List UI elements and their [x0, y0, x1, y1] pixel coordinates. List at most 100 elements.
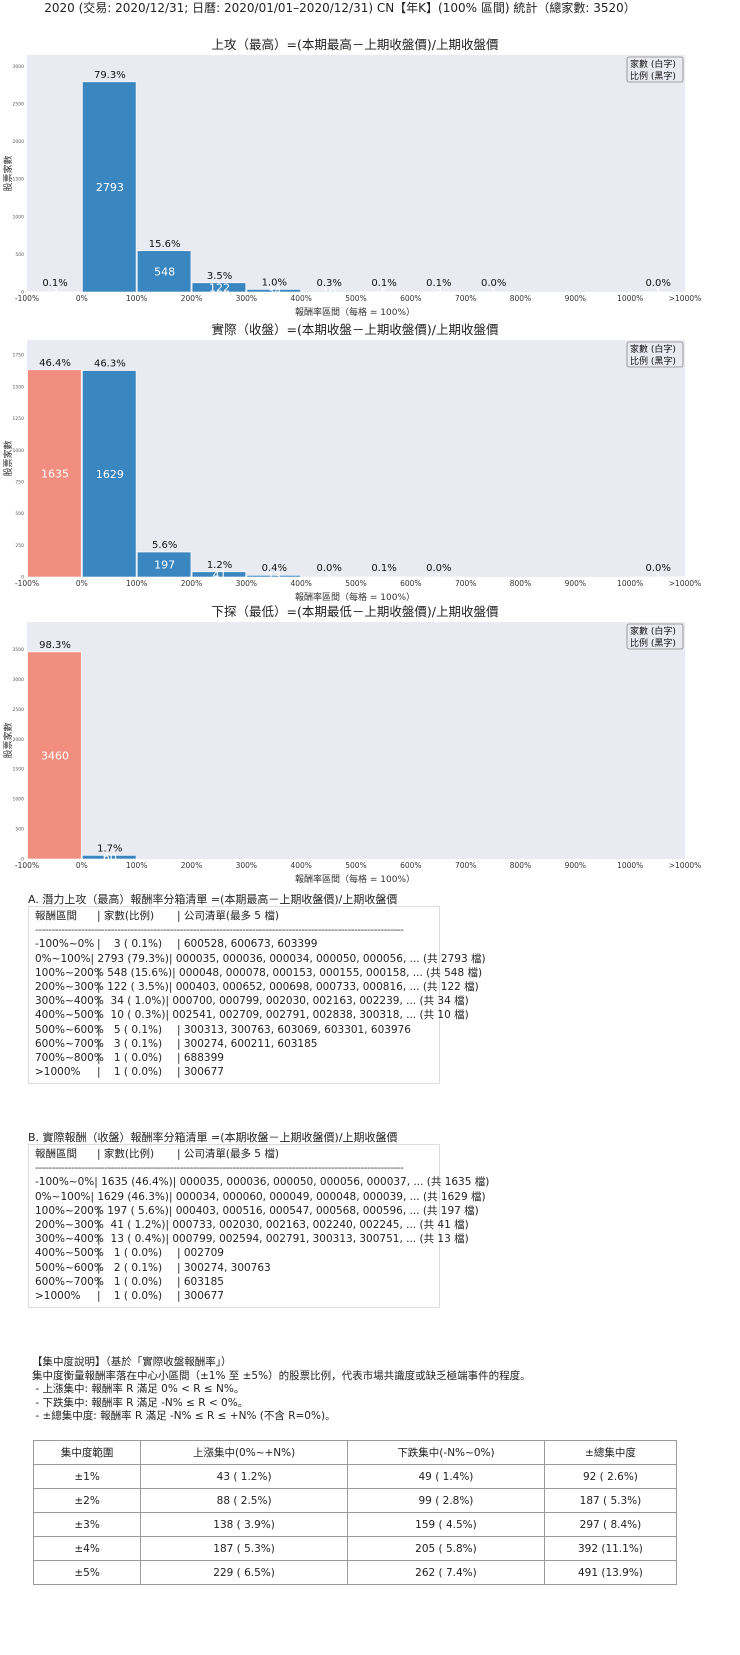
list-row: 600%~700% | 3 ( 0.1%) | 300274, 600211, 60…: [35, 1037, 439, 1051]
bar: [136, 250, 192, 293]
x-tick-label: 500%: [345, 861, 366, 870]
x-tick-label: -100%: [15, 294, 39, 303]
bar-count-label: 1: [655, 571, 662, 584]
list-row: -100%~0% | 1635 (46.4%) | 000035, 000036, …: [35, 1175, 489, 1189]
x-tick-label: 600%: [400, 294, 421, 303]
cell: | 000403, 000652, 000698, 000733, 000816…: [168, 981, 479, 994]
note-line: - 下跌集中: 報酬率 R 滿足 -N% ≤ R < 0%。: [32, 1396, 249, 1409]
histogram-low: 下探（最低）=(本期最低－上期收盤價)/上期收盤價 3460 98.3% 601.7%…: [2, 604, 701, 885]
bar-percent-label: 0.0%: [645, 563, 670, 574]
legend-percent: 比例 (黑字): [630, 637, 676, 649]
x-tick-label: 500%: [345, 294, 366, 303]
y-tick-label: 500: [15, 252, 24, 258]
concentration-notes: 【集中度說明】（基於「實際收盤報酬率」） 集中度衡量報酬率落在中心小區間（±1%…: [32, 1356, 531, 1424]
section-b-title: B. 實際報酬（收盤）報酬率分箱清單 =(本期收盤－上期收盤價)/上期收盤價: [28, 1131, 398, 1144]
bar-count-label: 3: [52, 286, 59, 299]
cell: | 688399: [177, 1052, 224, 1065]
cell: | 300677: [177, 1066, 224, 1079]
cell: | 002541, 002709, 002791, 002838, 300318…: [165, 1009, 469, 1022]
bar-count-label: 548: [154, 265, 175, 278]
table-cell: 262 ( 7.4%): [347, 1560, 545, 1585]
table-cell: ±4%: [32, 1536, 142, 1561]
cell: | 1 ( 0.0%): [97, 1066, 163, 1079]
table-cell: 159 ( 4.5%): [347, 1512, 545, 1537]
cell: 100%~200%: [35, 966, 104, 979]
y-tick-label: 1500: [13, 767, 25, 773]
cell: | 1 ( 0.0%): [97, 1290, 163, 1303]
list-row: >1000% | 1 ( 0.0%) | 300677: [35, 1289, 439, 1303]
cell: 300%~400%: [35, 1233, 104, 1246]
x-tick-label: 400%: [290, 579, 311, 588]
x-tick-label: 1000%: [617, 579, 643, 588]
bar-percent-label: 1.2%: [207, 560, 232, 571]
bar-count-label: 3: [435, 286, 442, 299]
legend-count: 家數 (白字): [630, 625, 676, 637]
x-tick-label: 500%: [345, 579, 366, 588]
x-tick-label: 300%: [236, 294, 257, 303]
separator: ----------------------------------------…: [35, 924, 404, 937]
table-row: ±4% 187 ( 5.3%) 205 ( 5.8%) 392 (11.1%): [32, 1536, 678, 1561]
x-tick-label: 0%: [76, 861, 88, 870]
x-tick-label: -100%: [15, 579, 39, 588]
bar-percent-label: 0.3%: [316, 278, 341, 289]
bar-percent-label: 1.7%: [97, 843, 122, 854]
bar: [191, 571, 247, 578]
y-tick-label: 0: [21, 575, 24, 581]
table-cell: 392 (11.1%): [543, 1536, 678, 1561]
x-tick-label: 0%: [76, 579, 88, 588]
y-tick-label: 500: [15, 827, 24, 833]
x-tick-label: 200%: [181, 579, 202, 588]
cell: | 3 ( 0.1%): [97, 938, 163, 951]
bar-count-label: 3460: [41, 749, 69, 762]
table-row: ±2% 88 ( 2.5%) 99 ( 2.8%) 187 ( 5.3%): [32, 1488, 678, 1513]
cell: | 1629 (46.3%): [90, 1190, 169, 1203]
x-tick-label: 600%: [400, 861, 421, 870]
cell: | 41 ( 1.2%): [97, 1219, 166, 1232]
cell: | 000700, 000799, 002030, 002163, 002239…: [165, 995, 469, 1008]
header-up: 上漲集中(0%~+N%): [140, 1440, 349, 1465]
x-tick-label: 1000%: [617, 861, 643, 870]
x-tick-label: 700%: [455, 294, 476, 303]
table-header-row: 集中度範圍 上漲集中(0%~+N%) 下跌集中(-N%~0%) ±總集中度: [32, 1440, 678, 1465]
y-tick-label: 1000: [13, 797, 25, 803]
legend-count: 家數 (白字): [630, 58, 676, 70]
note-line: - ±總集中度: 報酬率 R 滿足 -N% ≤ R ≤ +N% (不含 R=0%…: [32, 1410, 336, 1423]
bar-count-label: 1: [655, 286, 662, 299]
x-tick-label: >1000%: [669, 579, 702, 588]
table-cell: 92 ( 2.6%): [543, 1464, 678, 1489]
chart-title: 上攻（最高）=(本期最高－上期收盤價)/上期收盤價: [212, 37, 499, 52]
y-tick-label: 3000: [13, 677, 25, 683]
section-a-title: A. 潛力上攻（最高）報酬率分箱清單 =(本期最高－上期收盤價)/上期收盤價: [28, 893, 398, 906]
table-cell: ±2%: [32, 1488, 142, 1513]
cell: | 300274, 600211, 603185: [177, 1037, 318, 1050]
list-row: 100%~200% | 197 ( 5.6%) | 000403, 000516, …: [35, 1204, 479, 1218]
header-total: ±總集中度: [543, 1440, 678, 1465]
bar: [82, 370, 137, 578]
chart-title: 下探（最低）=(本期最低－上期收盤價)/上期收盤價: [212, 604, 499, 619]
cell: | 1635 (46.4%): [94, 1176, 173, 1189]
table-cell: 491 (13.9%): [543, 1560, 678, 1585]
cell: | 1 ( 0.0%): [97, 1275, 163, 1288]
x-axis-label: 報酬率區間（每格 = 100%）: [295, 306, 415, 318]
cell: | 家數(比例): [97, 1148, 155, 1160]
x-tick-label: 800%: [510, 579, 531, 588]
bar-count-label: 1: [326, 571, 333, 584]
legend-count: 家數 (白字): [630, 343, 676, 355]
bar-percent-label: 0.0%: [426, 563, 451, 574]
table-cell: 99 ( 2.8%): [347, 1488, 545, 1513]
x-tick-label: 600%: [400, 579, 421, 588]
bar-count-label: 41: [213, 568, 227, 581]
legend-percent: 比例 (黑字): [630, 355, 676, 367]
table-cell: 43 ( 1.2%): [140, 1464, 349, 1489]
section-a-box: 報酬區間 | 家數(比例) | 公司清單(最多 5 檔) --------------…: [28, 906, 486, 1085]
y-tick-label: 2500: [13, 707, 25, 713]
list-row: 300%~400% | 34 ( 1.0%) | 000700, 000799, 0…: [35, 994, 469, 1008]
bar-percent-label: 0.0%: [645, 278, 670, 289]
plot-area: [27, 622, 685, 859]
list-row: 500%~600% | 2 ( 0.1%) | 300274, 300763: [35, 1261, 439, 1275]
table-cell: ±5%: [32, 1560, 142, 1585]
x-tick-label: 1000%: [617, 294, 643, 303]
cell: | 1 ( 0.0%): [97, 1052, 163, 1065]
table-cell: 187 ( 5.3%): [140, 1536, 349, 1561]
cell: | 122 ( 3.5%): [97, 981, 169, 994]
